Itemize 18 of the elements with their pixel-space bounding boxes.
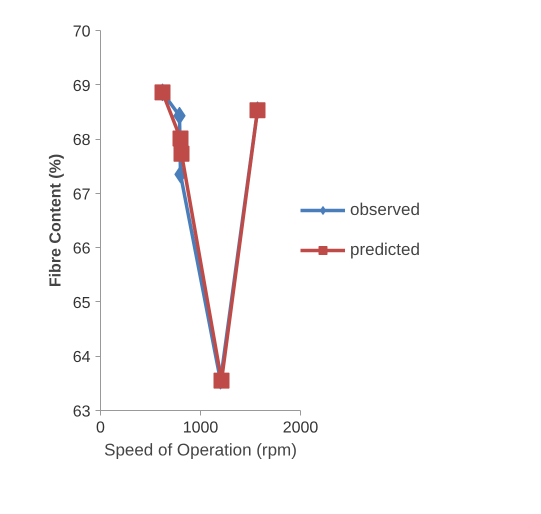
y-tick-label: 65 [72,294,91,312]
x-tick-label: 0 [96,420,106,436]
x-tick-label: 2000 [282,420,318,436]
x-tick-label: 1000 [182,420,218,436]
y-tick-label: 64 [72,349,91,366]
point [214,372,230,389]
point [174,146,190,162]
y-tick-label: 68 [72,132,91,150]
x-axis-title: Speed of Operation (rpm) [104,440,297,460]
y-tick-label: 70 [72,24,91,40]
point [172,130,188,147]
legend-label: observed [350,200,420,220]
y-tick-label: 67 [72,186,91,204]
y-axis-title: Fibre Content (%) [48,154,65,288]
y-tick-label: 69 [72,78,91,95]
y-tick-label: 63 [72,404,91,420]
y-tick-label: 66 [72,240,91,258]
legend-label: predicted [350,240,420,260]
